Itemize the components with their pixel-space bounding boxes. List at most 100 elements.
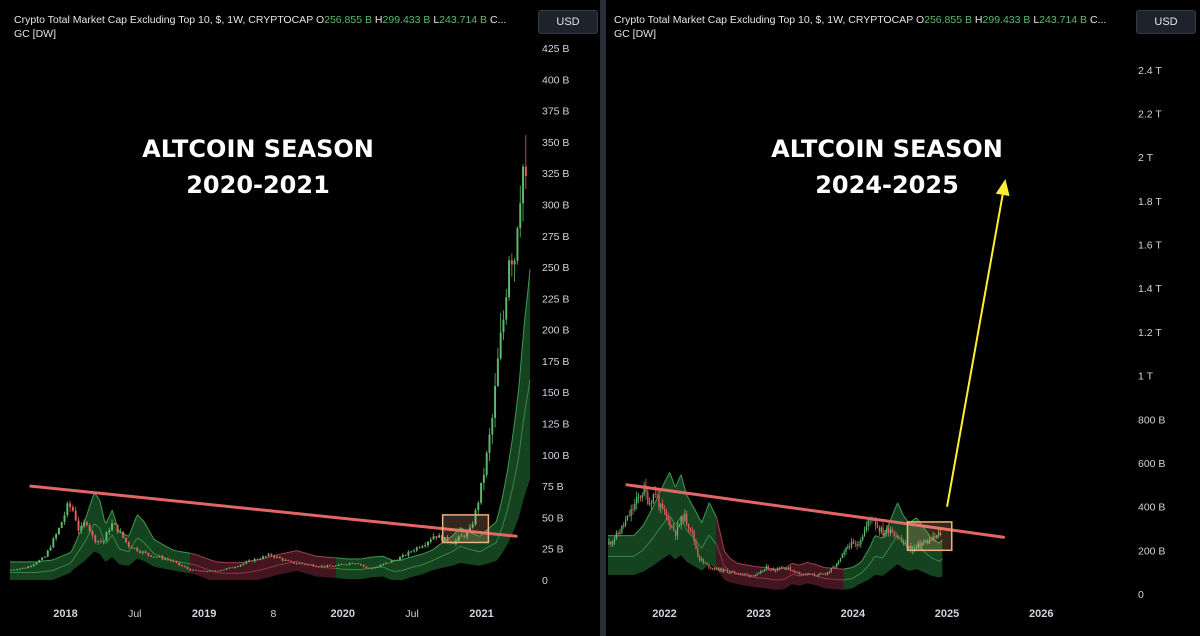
candle-body bbox=[231, 567, 234, 569]
high-value: 299.433 B bbox=[382, 14, 431, 26]
candle-body bbox=[203, 570, 206, 572]
candle-body bbox=[91, 530, 94, 536]
symbol-title[interactable]: Crypto Total Market Cap Excluding Top 10… bbox=[614, 14, 914, 26]
close-truncated[interactable]: C... bbox=[489, 14, 507, 26]
candle-body bbox=[899, 538, 901, 539]
indicator-label[interactable]: GC [DW] bbox=[14, 28, 56, 40]
panel-divider[interactable] bbox=[600, 0, 606, 636]
candle-body bbox=[678, 525, 680, 527]
candle-body bbox=[736, 573, 738, 574]
candle-body bbox=[884, 532, 886, 536]
candle-body bbox=[41, 557, 44, 561]
candle-body bbox=[749, 574, 751, 577]
candle-body bbox=[387, 562, 390, 564]
candle-body bbox=[329, 565, 332, 567]
legend-left: Crypto Total Market Cap Excluding Top 10… bbox=[14, 13, 506, 41]
candle-body bbox=[623, 525, 625, 527]
candle-body bbox=[632, 508, 634, 510]
y-tick-label: 1.4 T bbox=[1138, 283, 1162, 295]
chart-right-svg[interactable]: 2.4 T 2.2 T 2 T 1.8 T 1.6 T 1.4 T 1.2 T 1 T 800 … bbox=[606, 0, 1200, 636]
candle-body bbox=[429, 539, 432, 542]
candle-body bbox=[200, 570, 203, 572]
candle-body bbox=[754, 574, 756, 577]
gaussian-channel-upper bbox=[335, 269, 531, 562]
y-tick-label: 200 B bbox=[1138, 545, 1165, 557]
candle-body bbox=[680, 516, 682, 526]
candle-body bbox=[337, 564, 340, 566]
candle-body bbox=[491, 417, 494, 435]
currency-button[interactable]: USD bbox=[538, 10, 598, 34]
y-tick-label: 350 B bbox=[542, 137, 569, 149]
candle-body bbox=[225, 568, 228, 570]
candle-body bbox=[69, 503, 72, 508]
candle-body bbox=[656, 494, 658, 496]
candle-body bbox=[787, 567, 790, 569]
candle-body bbox=[895, 535, 897, 537]
candle-body bbox=[743, 573, 745, 575]
gaussian-channel-mid bbox=[843, 534, 943, 581]
chart-left-svg[interactable]: 425 B 400 B 375 B 350 B 325 B 300 B 275 B 250 B… bbox=[0, 0, 600, 636]
candle-body bbox=[934, 536, 936, 538]
candle-body bbox=[139, 551, 141, 553]
candle-body bbox=[194, 569, 197, 571]
candle-body bbox=[111, 523, 114, 531]
open-label: O bbox=[315, 14, 325, 26]
candle-body bbox=[74, 510, 77, 521]
low-label: L bbox=[433, 14, 440, 26]
close-truncated[interactable]: C... bbox=[1089, 14, 1107, 26]
candle-body bbox=[789, 567, 792, 571]
candle-body bbox=[295, 563, 298, 565]
gaussian-channel-band bbox=[716, 516, 844, 590]
candle-body bbox=[856, 544, 858, 546]
x-tick-label: 2019 bbox=[192, 608, 216, 620]
y-tick-label: 300 B bbox=[542, 199, 569, 211]
candle-body bbox=[650, 503, 653, 505]
candle-body bbox=[323, 565, 326, 567]
candle-body bbox=[371, 568, 374, 570]
y-tick-label: 125 B bbox=[542, 419, 569, 431]
candle-body bbox=[505, 297, 508, 320]
candle-body bbox=[723, 569, 725, 572]
candle-body bbox=[747, 574, 749, 576]
y-tick-label: 25 B bbox=[542, 544, 564, 556]
candle-body bbox=[273, 555, 276, 558]
legend-right: Crypto Total Market Cap Excluding Top 10… bbox=[614, 13, 1106, 41]
y-tick-label: 150 B bbox=[542, 387, 569, 399]
candle-body bbox=[774, 570, 777, 572]
y-tick-label: 50 B bbox=[542, 512, 564, 524]
candle-body bbox=[415, 547, 418, 551]
candle-body bbox=[908, 546, 910, 549]
candle-body bbox=[674, 530, 677, 536]
symbol-title[interactable]: Crypto Total Market Cap Excluding Top 10… bbox=[14, 14, 314, 26]
y-tick-label: 600 B bbox=[1138, 458, 1165, 470]
candle-body bbox=[253, 558, 256, 562]
y-tick-label: 250 B bbox=[542, 262, 569, 274]
y-tick-label: 0 bbox=[542, 575, 548, 587]
candle-body bbox=[734, 571, 736, 574]
open-value: 256.855 B bbox=[924, 14, 972, 26]
candle-body bbox=[206, 571, 209, 573]
candle-body bbox=[499, 332, 502, 359]
candle-body bbox=[669, 519, 671, 527]
candle-body bbox=[852, 541, 855, 544]
candle-body bbox=[426, 541, 429, 546]
candle-body bbox=[697, 548, 699, 557]
candle-body bbox=[652, 493, 655, 504]
candle-body bbox=[611, 541, 614, 544]
indicator-label[interactable]: GC [DW] bbox=[614, 28, 656, 40]
candle-body bbox=[919, 543, 921, 547]
currency-button[interactable]: USD bbox=[1136, 10, 1196, 34]
candle-body bbox=[863, 530, 866, 537]
candle-body bbox=[858, 544, 860, 546]
candle-body bbox=[345, 564, 348, 566]
candle-body bbox=[608, 541, 610, 544]
candle-body bbox=[161, 556, 164, 560]
candle-body bbox=[480, 482, 483, 503]
y-tick-label: 200 B bbox=[542, 325, 569, 337]
candle-body bbox=[643, 485, 645, 496]
candle-body bbox=[750, 575, 753, 577]
candle-body bbox=[122, 531, 125, 538]
candle-body bbox=[925, 541, 927, 543]
candle-body bbox=[147, 552, 150, 556]
gaussian-channel-mid bbox=[608, 515, 717, 557]
